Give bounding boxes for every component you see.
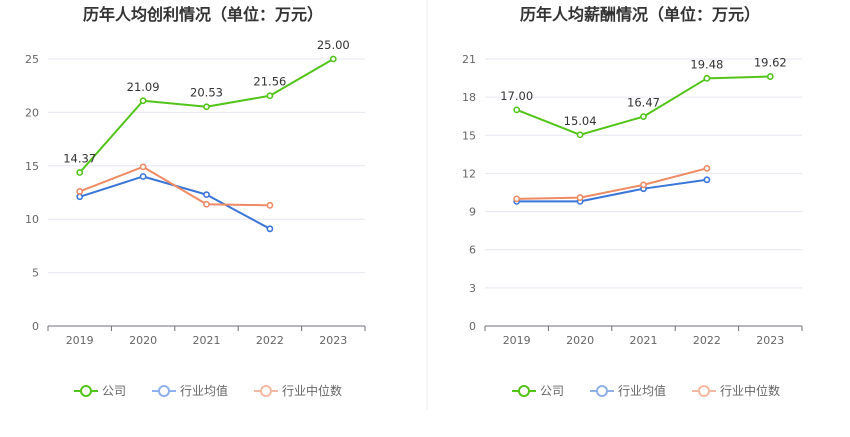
- data-point-industry-median[interactable]: [76, 188, 84, 195]
- series-line-industry-median: [516, 167, 708, 200]
- x-tick-label: 2021: [630, 334, 658, 347]
- data-point-industry-median[interactable]: [513, 195, 521, 203]
- profit-per-capita-chart: 历年人均创利情况（单位：万元） 0 5 10 15 20 25 2019 2020 2021 202…: [25, 5, 366, 398]
- y-tick-label: 15: [25, 160, 39, 173]
- y-tick-label: 15: [462, 129, 476, 142]
- y-tick-label: 3: [469, 282, 476, 295]
- y-tick-label: 0: [32, 320, 39, 333]
- data-point-company[interactable]: [640, 113, 647, 120]
- y-tick-label: 18: [462, 91, 476, 104]
- legend-item-industry-median[interactable]: 行业中位数: [254, 383, 342, 398]
- legend-label: 行业中位数: [282, 383, 342, 398]
- y-tick-label: 20: [25, 106, 39, 119]
- series-line-industry-mean: [516, 178, 708, 203]
- x-tick-label: 2019: [66, 334, 94, 347]
- legend-marker: [80, 385, 92, 397]
- data-point-company[interactable]: [576, 131, 584, 139]
- chart-title: 历年人均薪酬情况（单位：万元）: [520, 5, 760, 24]
- y-tick-label: 0: [469, 320, 476, 333]
- y-tick-label: 25: [25, 53, 39, 66]
- data-label: 21.56: [253, 75, 286, 89]
- y-tick-label: 12: [462, 167, 476, 180]
- legend-marker: [260, 385, 272, 397]
- data-point-industry-median[interactable]: [139, 163, 147, 171]
- data-point-company[interactable]: [266, 92, 274, 100]
- legend-item-company[interactable]: 公司: [512, 384, 564, 398]
- data-point-industry-median[interactable]: [703, 164, 711, 172]
- x-tick-label: 2022: [693, 334, 721, 347]
- data-label: 19.62: [754, 56, 787, 70]
- data-label: 25.00: [317, 38, 350, 52]
- chart-title: 历年人均创利情况（单位：万元）: [83, 5, 323, 24]
- legend-marker: [158, 385, 170, 397]
- legend-label: 公司: [102, 384, 126, 398]
- data-point-industry-median[interactable]: [576, 194, 584, 201]
- series-line-industry-mean: [79, 175, 271, 230]
- data-point-company[interactable]: [139, 97, 147, 105]
- x-tick-label: 2022: [256, 334, 284, 347]
- y-tick-label: 6: [469, 244, 476, 257]
- data-label: 19.48: [690, 57, 723, 71]
- data-point-industry-mean[interactable]: [76, 193, 84, 201]
- legend-label: 行业均值: [618, 383, 666, 398]
- data-point-industry-mean[interactable]: [266, 225, 274, 233]
- y-tick-label: 5: [32, 267, 39, 280]
- data-label: 16.47: [627, 96, 660, 110]
- legend-item-industry-median[interactable]: 行业中位数: [692, 383, 780, 398]
- data-label: 17.00: [500, 89, 533, 103]
- data-point-company[interactable]: [329, 55, 337, 63]
- data-label: 15.04: [564, 114, 597, 128]
- y-tick-label: 10: [25, 213, 39, 226]
- x-tick-label: 2021: [193, 334, 221, 347]
- y-tick-label: 21: [462, 53, 476, 66]
- data-label: 20.53: [190, 86, 223, 100]
- legend-item-industry-mean[interactable]: 行业均值: [590, 383, 666, 398]
- data-point-company[interactable]: [76, 169, 84, 176]
- legend-label: 公司: [540, 384, 564, 398]
- x-tick-label: 2020: [566, 334, 594, 347]
- series-line-industry-median: [79, 165, 270, 207]
- data-point-industry-median[interactable]: [640, 181, 647, 189]
- legend-label: 行业均值: [180, 383, 228, 398]
- x-tick-label: 2023: [319, 334, 347, 347]
- legend-marker: [596, 385, 608, 397]
- x-tick-label: 2019: [503, 334, 531, 347]
- legend-marker: [698, 385, 710, 397]
- x-tick-label: 2020: [129, 334, 157, 347]
- data-point-company[interactable]: [703, 74, 711, 82]
- data-point-industry-median[interactable]: [266, 201, 274, 209]
- x-tick-label: 2023: [756, 334, 784, 347]
- data-point-company[interactable]: [203, 103, 210, 111]
- data-point-company[interactable]: [766, 73, 774, 80]
- data-point-industry-median[interactable]: [203, 200, 210, 208]
- legend-label: 行业中位数: [720, 383, 780, 398]
- y-tick-label: 9: [469, 206, 476, 219]
- data-label: 21.09: [127, 80, 160, 94]
- data-point-company[interactable]: [513, 106, 521, 114]
- legend-item-company[interactable]: 公司: [74, 384, 126, 398]
- data-point-industry-mean[interactable]: [703, 176, 711, 184]
- data-point-industry-mean[interactable]: [139, 173, 147, 180]
- legend-marker: [518, 385, 530, 397]
- legend-item-industry-mean[interactable]: 行业均值: [152, 383, 228, 398]
- series-line-company: [78, 58, 334, 174]
- data-point-industry-mean[interactable]: [203, 191, 210, 199]
- salary-per-capita-chart: 历年人均薪酬情况（单位：万元） 0 3 6 9 12 15 18 21 2019 2020 2021 2…: [462, 5, 803, 398]
- data-label: 14.37: [63, 152, 96, 166]
